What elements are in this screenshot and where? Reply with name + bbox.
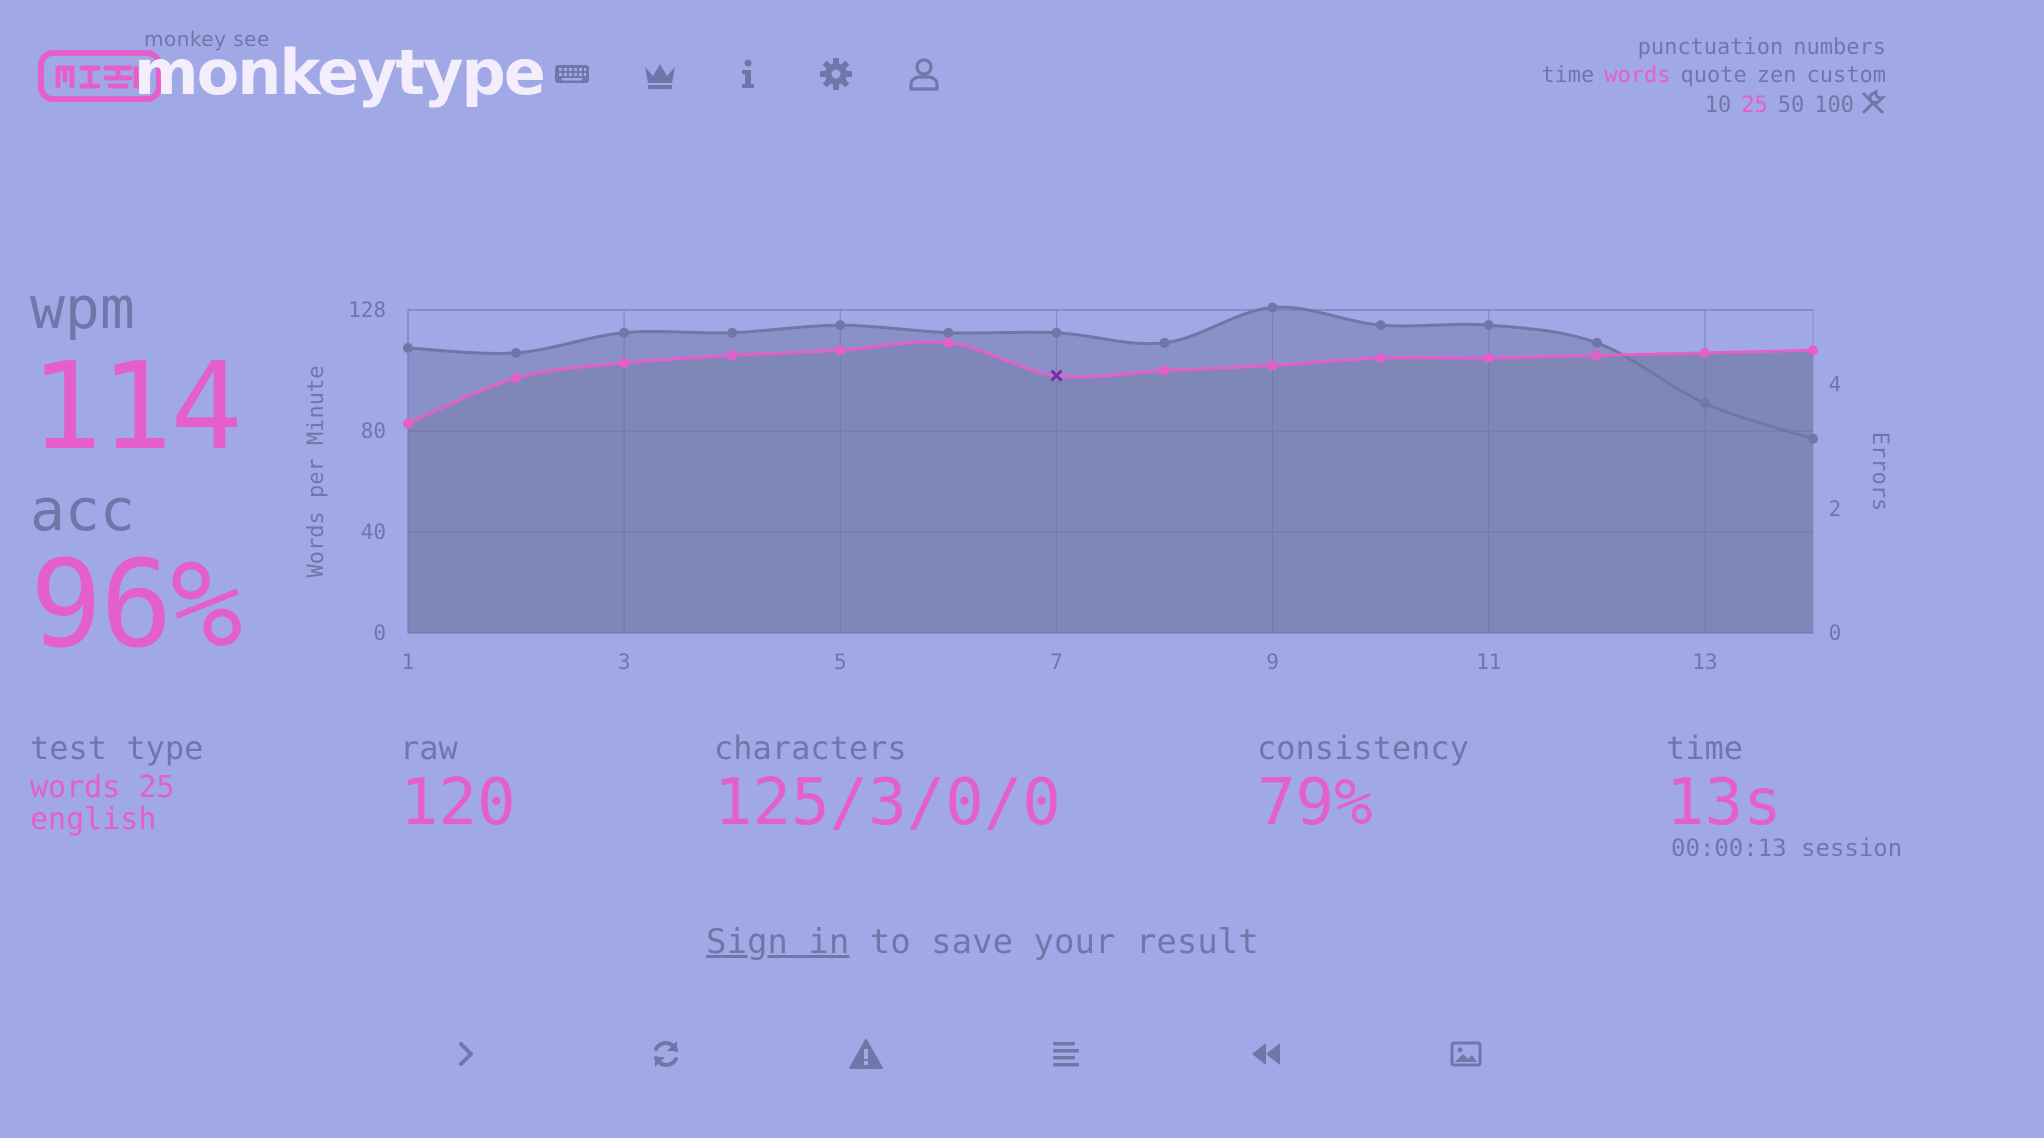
raw-series-point — [1591, 337, 1602, 348]
y2-tick-label: 0 — [1829, 621, 1842, 645]
raw-series-point — [943, 327, 954, 338]
x-tick-label: 1 — [402, 650, 415, 674]
time-value: 13s — [1666, 766, 1782, 840]
x-tick-label: 11 — [1476, 650, 1501, 674]
wpm-series-area — [408, 341, 1813, 633]
acc-value: 96% — [30, 536, 243, 675]
raw-series-point — [511, 347, 522, 358]
test-type-mode: words 25 — [30, 770, 175, 805]
restart-icon[interactable] — [640, 1028, 692, 1080]
config-length-100[interactable]: 100 — [1814, 93, 1854, 118]
raw-value: 120 — [400, 766, 516, 840]
config-row-options: punctuation numbers — [1531, 34, 1886, 62]
signin-message: Sign in to save your result — [706, 922, 1259, 962]
user-icon[interactable] — [900, 50, 948, 98]
y2-tick-label: 4 — [1829, 373, 1842, 397]
y2-axis-title: Errors — [1867, 432, 1892, 511]
raw-series-point — [1375, 320, 1386, 331]
raw-series-point — [727, 327, 738, 338]
wpm-series-point — [1591, 350, 1602, 361]
keyboard-icon[interactable] — [548, 50, 596, 98]
characters-value: 125/3/0/0 — [714, 766, 1061, 840]
x-tick-label: 5 — [834, 650, 847, 674]
wpm-value: 114 — [30, 338, 243, 477]
x-tick-label: 13 — [1692, 650, 1717, 674]
test-config: punctuation numbers time words quote zen cust… — [1531, 34, 1887, 120]
characters-label: characters — [714, 729, 907, 767]
raw-series-point — [1699, 398, 1710, 409]
config-mode-custom[interactable]: custom — [1806, 63, 1886, 88]
raw-series-point — [1051, 327, 1062, 338]
error-marker — [1050, 369, 1063, 382]
consistency-label: consistency — [1257, 729, 1469, 767]
session-time: 00:00:13 session — [1671, 834, 1903, 862]
wpm-label: wpm — [30, 274, 135, 342]
raw-series-point — [1267, 302, 1278, 313]
wpm-series-point — [1159, 365, 1170, 376]
wpm-series-point — [511, 373, 522, 384]
y-tick-label: 80 — [361, 419, 386, 443]
wpm-series-point — [1483, 352, 1494, 363]
signin-text: to save your result — [849, 922, 1259, 962]
y-tick-label: 0 — [373, 621, 386, 645]
wpm-series-point — [1267, 360, 1278, 371]
tools-icon[interactable] — [1860, 89, 1887, 116]
y2-tick-label: 2 — [1829, 497, 1842, 521]
info-icon[interactable] — [724, 50, 772, 98]
x-tick-label: 3 — [618, 650, 631, 674]
config-mode-zen[interactable]: zen — [1756, 63, 1797, 88]
y-tick-label: 40 — [361, 520, 386, 544]
wpm-series-point — [1699, 347, 1710, 358]
y-tick-label: 128 — [348, 298, 386, 322]
logo-icon[interactable] — [38, 50, 162, 102]
raw-series-point — [619, 327, 630, 338]
signin-link[interactable]: Sign in — [706, 922, 850, 962]
raw-series-point — [403, 342, 413, 353]
wpm-series-point — [835, 345, 846, 356]
time-label: time — [1666, 729, 1744, 767]
wpm-series-point — [403, 418, 413, 429]
config-row-lengths: 10 25 50 100 — [1531, 89, 1887, 120]
config-length-10[interactable]: 10 — [1704, 93, 1732, 118]
wpm-series-line — [407, 340, 1814, 425]
consistency-value: 79% — [1257, 766, 1373, 840]
test-type-language: english — [30, 802, 157, 837]
raw-series-point — [1159, 337, 1170, 348]
word-history-icon[interactable] — [1040, 1028, 1092, 1080]
gear-icon[interactable] — [812, 50, 860, 98]
x-tick-label: 9 — [1266, 650, 1279, 674]
config-option-punctuation[interactable]: punctuation — [1637, 35, 1784, 60]
config-option-numbers[interactable]: numbers — [1793, 35, 1886, 60]
raw-series-point — [1808, 433, 1818, 444]
next-test-icon[interactable] — [440, 1028, 492, 1080]
raw-label: raw — [400, 729, 458, 767]
logo-subtitle: monkey see — [144, 27, 270, 51]
config-mode-words[interactable]: words — [1604, 63, 1671, 88]
config-row-modes: time words quote zen custom — [1531, 62, 1886, 90]
config-mode-quote[interactable]: quote — [1680, 63, 1747, 88]
raw-series-point — [835, 320, 846, 331]
logo-text[interactable]: monkeytype — [134, 36, 546, 109]
screenshot-icon[interactable] — [1440, 1028, 1492, 1080]
wpm-series-point — [619, 357, 630, 368]
config-mode-time[interactable]: time — [1541, 63, 1595, 88]
wpm-series-point — [943, 337, 954, 348]
x-tick-label: 7 — [1050, 650, 1063, 674]
replay-icon[interactable] — [1240, 1028, 1292, 1080]
wpm-series-point — [727, 350, 738, 361]
config-length-50[interactable]: 50 — [1777, 93, 1805, 118]
warning-icon[interactable] — [840, 1028, 892, 1080]
wpm-series-point — [1808, 345, 1818, 356]
acc-label: acc — [30, 476, 135, 544]
config-length-25[interactable]: 25 — [1741, 93, 1768, 118]
y-axis-title: Words per Minute — [304, 366, 329, 578]
raw-series-point — [1483, 320, 1494, 331]
test-type-label: test type — [30, 729, 204, 767]
wpm-series-point — [1375, 352, 1386, 363]
crown-icon[interactable] — [636, 50, 684, 98]
